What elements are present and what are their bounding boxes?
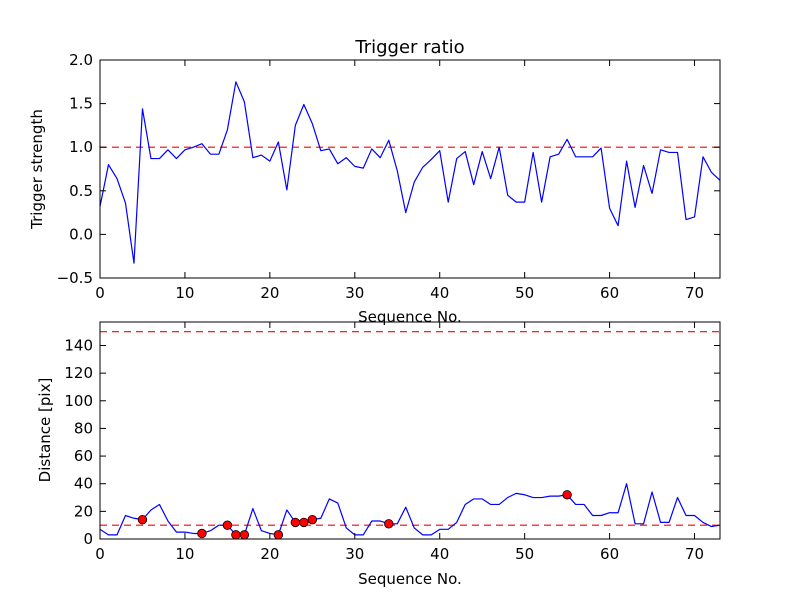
y-tick-label: 100 bbox=[64, 392, 93, 410]
data-point bbox=[273, 530, 284, 540]
series-line bbox=[100, 81, 720, 264]
data-point bbox=[197, 528, 207, 539]
x-tick-label: 0 bbox=[95, 284, 105, 302]
data-point bbox=[299, 517, 309, 528]
data-point bbox=[222, 520, 233, 530]
y-tick-label: 0 bbox=[83, 530, 93, 548]
data-point bbox=[384, 519, 394, 529]
x-axis-label: Sequence No. bbox=[358, 570, 462, 588]
data-point bbox=[239, 530, 250, 540]
x-tick-label: 60 bbox=[600, 545, 619, 563]
x-tick-label: 40 bbox=[430, 284, 449, 302]
x-tick-label: 70 bbox=[685, 284, 704, 302]
y-tick-label: 140 bbox=[64, 336, 93, 354]
data-point bbox=[307, 514, 318, 525]
chart-title: Trigger ratio bbox=[354, 37, 464, 58]
y-tick-label: 20 bbox=[74, 502, 93, 520]
trigger-ratio-chart: Trigger ratio −0.5 0.0 0.5 1.0 1.5 2.0 0 10 20 3… bbox=[28, 37, 721, 326]
y-tick-label: 120 bbox=[64, 364, 93, 382]
distance-chart: 0 20 40 60 80 100 120 140 0 10 20 30 40 50 60 70 Seque… bbox=[36, 321, 721, 588]
x-tick-label: 30 bbox=[345, 284, 364, 302]
y-tick-label: 80 bbox=[74, 419, 93, 437]
data-point bbox=[137, 514, 148, 525]
plot-frame bbox=[99, 59, 721, 279]
y-tick-label: 0.5 bbox=[69, 182, 93, 200]
data-point bbox=[562, 490, 572, 500]
y-axis-label: Distance [pix] bbox=[36, 378, 54, 483]
x-tick-label: 50 bbox=[515, 545, 534, 563]
x-tick-label: 30 bbox=[345, 545, 364, 563]
x-tick-label: 20 bbox=[260, 545, 279, 563]
y-tick-label: 1.0 bbox=[69, 138, 93, 156]
y-tick-label: 60 bbox=[74, 447, 93, 465]
x-tick-label: 20 bbox=[260, 284, 279, 302]
data-point bbox=[290, 517, 301, 528]
y-tick-label: 0.0 bbox=[69, 225, 93, 243]
plot-frame bbox=[99, 321, 721, 540]
y-tick-label: 2.0 bbox=[69, 51, 93, 69]
x-tick-label: 10 bbox=[175, 284, 194, 302]
y-axis-label: Trigger strength bbox=[28, 109, 46, 230]
y-tick-label: 1.5 bbox=[69, 95, 93, 113]
x-axis-label: Sequence No. bbox=[358, 308, 462, 326]
x-tick-label: 40 bbox=[430, 545, 449, 563]
series-line bbox=[100, 483, 720, 536]
x-tick-label: 50 bbox=[515, 284, 534, 302]
x-tick-label: 0 bbox=[95, 545, 105, 563]
y-tick-label: −0.5 bbox=[57, 269, 93, 287]
x-tick-label: 10 bbox=[175, 545, 194, 563]
x-tick-label: 60 bbox=[600, 284, 619, 302]
x-tick-label: 70 bbox=[685, 545, 704, 563]
data-point bbox=[231, 530, 241, 540]
y-tick-label: 40 bbox=[74, 475, 93, 493]
